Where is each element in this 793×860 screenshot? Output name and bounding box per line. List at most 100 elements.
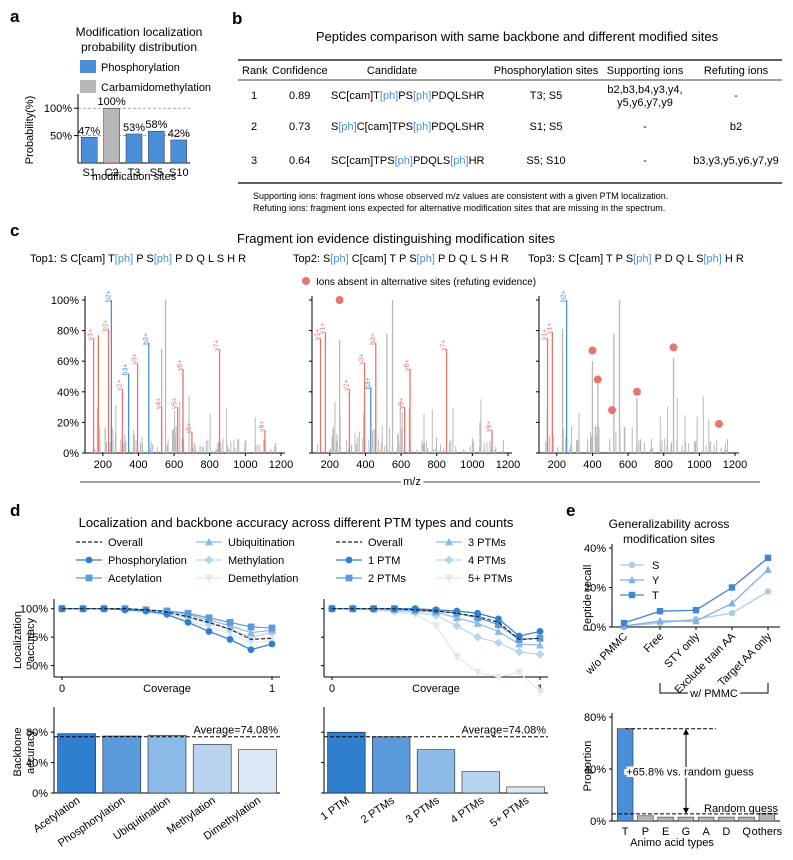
panel-a-plot: 50% 100% 47% S1 100% C2 53% T3 58% S5 42% S10 xyxy=(44,94,190,179)
panel-label-a: a xyxy=(10,7,20,26)
refuting-ion-marker xyxy=(633,387,641,396)
panel-c: Fragment ion evidence distinguishing mod… xyxy=(30,231,760,491)
bar-phosphorylation xyxy=(102,735,142,794)
spectrum-heading-1-seg-4: P D Q L S H R xyxy=(172,253,246,265)
table-body: 1 0.89 SC[cam]T[ph]PS[ph]PDQLSHR T3; S5 b2,b… xyxy=(251,84,779,167)
legend-marker xyxy=(445,574,453,583)
xtick-label-3-ptms: 3 PTMs xyxy=(404,794,442,826)
point-phosphorylation xyxy=(205,628,213,635)
xtick-label-0: 0 xyxy=(59,683,65,695)
xtick-label-g: G xyxy=(682,826,691,838)
xtick-label-600: 600 xyxy=(165,459,183,471)
legend-swatch-carbamidomethylation xyxy=(80,80,96,93)
random-guess-label: Random guess xyxy=(704,803,778,815)
legend-label: Methylation xyxy=(228,555,284,567)
cell-confidence: 0.89 xyxy=(289,90,310,102)
point-4-ptms xyxy=(535,649,545,659)
cell-candidate: S[ph]C[cam]TPS[ph]PDQLSHR xyxy=(331,121,485,133)
peak-label-y1: y1+ xyxy=(546,323,553,334)
bar-g xyxy=(677,816,695,822)
point-1-ptm xyxy=(495,615,502,623)
spectrum-heading-1: Top1: S C[cam] T[ph] P S[ph] P D Q L S H… xyxy=(30,253,246,265)
legend-marker xyxy=(204,555,214,565)
legend-refuting-marker xyxy=(302,277,310,285)
peak-label-b2: b2+ xyxy=(105,290,112,302)
point-2-ptms xyxy=(536,634,544,642)
point-acetylation xyxy=(247,623,255,631)
xtick-label-2-ptms: 2 PTMs xyxy=(359,794,397,826)
cell-candidate-seg-2: C[cam]TPS xyxy=(357,121,413,133)
xtick-label-s1: S1 xyxy=(82,167,95,179)
peak-label-y1: y1+ xyxy=(88,329,95,340)
xtick-label-800: 800 xyxy=(201,459,219,471)
pmmc-bracket xyxy=(659,683,769,694)
table-row: 3 0.64 SC[cam]TPS[ph]PDQLS[ph]HR S5; S10- b3… xyxy=(251,155,779,167)
spectrum-1: 0% 20% 40% 60% 80% 100% 200 400 600 800 1000 1200 y1… xyxy=(51,290,293,471)
xtick-label-400: 400 xyxy=(583,459,601,471)
bar-value-label-s5: 58% xyxy=(145,119,167,131)
panel-a-title-2: probability distribution xyxy=(81,40,197,54)
cell-phospho-sites: T3; S5 xyxy=(530,90,562,102)
difference-arrow-head-down xyxy=(683,807,689,814)
ytick-label-40: 40% xyxy=(584,764,606,776)
legend-marker xyxy=(205,537,213,546)
peak-label-y9: y9+ xyxy=(486,421,493,432)
spectrum-heading-3-seg-4: H R xyxy=(722,253,744,265)
cell-candidate-seg-4: HR xyxy=(469,155,485,167)
panel-e-xlabel: Animo acid types xyxy=(630,837,714,849)
peak-label-y9: y9+ xyxy=(259,421,266,432)
bar-s1 xyxy=(80,137,98,164)
peak-label-y5: y5+ xyxy=(186,422,193,433)
col-header-sites: Phosphorylation sites xyxy=(494,65,599,77)
spectrum-heading-2-seg-3: [ph] xyxy=(417,253,435,265)
cell-candidate-seg-0: SC[cam]TPS xyxy=(331,155,395,167)
cell-supporting-ions-cont: y5,y6,y7,y9 xyxy=(617,97,673,109)
peak-label-y5: y5+ xyxy=(399,398,406,409)
average-label: Average=74.08% xyxy=(461,725,546,737)
panel-a-ylabel: Probability(%) xyxy=(24,96,36,164)
point-4-ptms xyxy=(514,647,524,657)
col-header-refuting: Refuting ions xyxy=(704,65,769,77)
xtick-label-free: Free xyxy=(642,631,666,655)
point-phosphorylation xyxy=(184,618,192,626)
legend-label: 1 PTM xyxy=(368,555,400,567)
bar-e xyxy=(657,816,674,822)
peak-label-b3: b3+ xyxy=(123,364,130,376)
bar-4-ptms xyxy=(461,771,500,794)
bar-2-ptms xyxy=(372,736,411,794)
average-label: Average=74.08% xyxy=(193,725,278,737)
pmmc-bracket-label: w/ PMMC xyxy=(689,688,738,700)
cell-candidate-seg-4: PDQLSHR xyxy=(431,90,484,102)
col-header-confidence: Confidence xyxy=(272,65,328,77)
point-demethylation xyxy=(226,630,234,639)
xtick-label-s5: S5 xyxy=(150,167,163,179)
xtick-label-c2: C2 xyxy=(105,167,119,179)
xtick-label-0: 0 xyxy=(329,683,335,695)
panel-e-proportion-ylabel: Proportion xyxy=(582,741,594,792)
xtick-label-1: 1 xyxy=(269,683,275,695)
peak-label-b3: b3+ xyxy=(143,333,150,345)
point-3-ptms xyxy=(473,619,482,627)
peak-label-y7: y7+ xyxy=(441,339,448,350)
xtick-label-400: 400 xyxy=(129,459,147,471)
table-row: 1 0.89 SC[cam]T[ph]PS[ph]PDQLSHR T3; S5 b2,b… xyxy=(251,84,738,109)
xtick-label-s10: S10 xyxy=(169,167,189,179)
spectrum-heading-3-seg-0: Top3: S C[cam] T P S xyxy=(528,253,633,265)
xtick-label-exclude-train-aa: Exclude train AA xyxy=(673,630,739,696)
point-2-ptms xyxy=(495,621,502,629)
point-5-ptms xyxy=(536,688,544,697)
legend-item-overall-76: Overall xyxy=(76,537,143,549)
point-5-ptms xyxy=(432,622,440,631)
point-3-ptms xyxy=(536,640,544,649)
point-4-ptms xyxy=(452,621,462,631)
cell-phospho-sites: S5; S10 xyxy=(526,155,565,167)
bar-t3 xyxy=(125,133,143,164)
legend-label: Ubiquitination xyxy=(228,537,295,549)
panel-a-title-1: Modification localization xyxy=(76,25,203,39)
cell-candidate-seg-4: PDQLSHR xyxy=(431,121,484,133)
bar-1-ptm xyxy=(327,731,366,794)
localization-ylabel-1: Localization xyxy=(12,611,24,669)
bar-value-label-s10: 42% xyxy=(168,128,190,140)
